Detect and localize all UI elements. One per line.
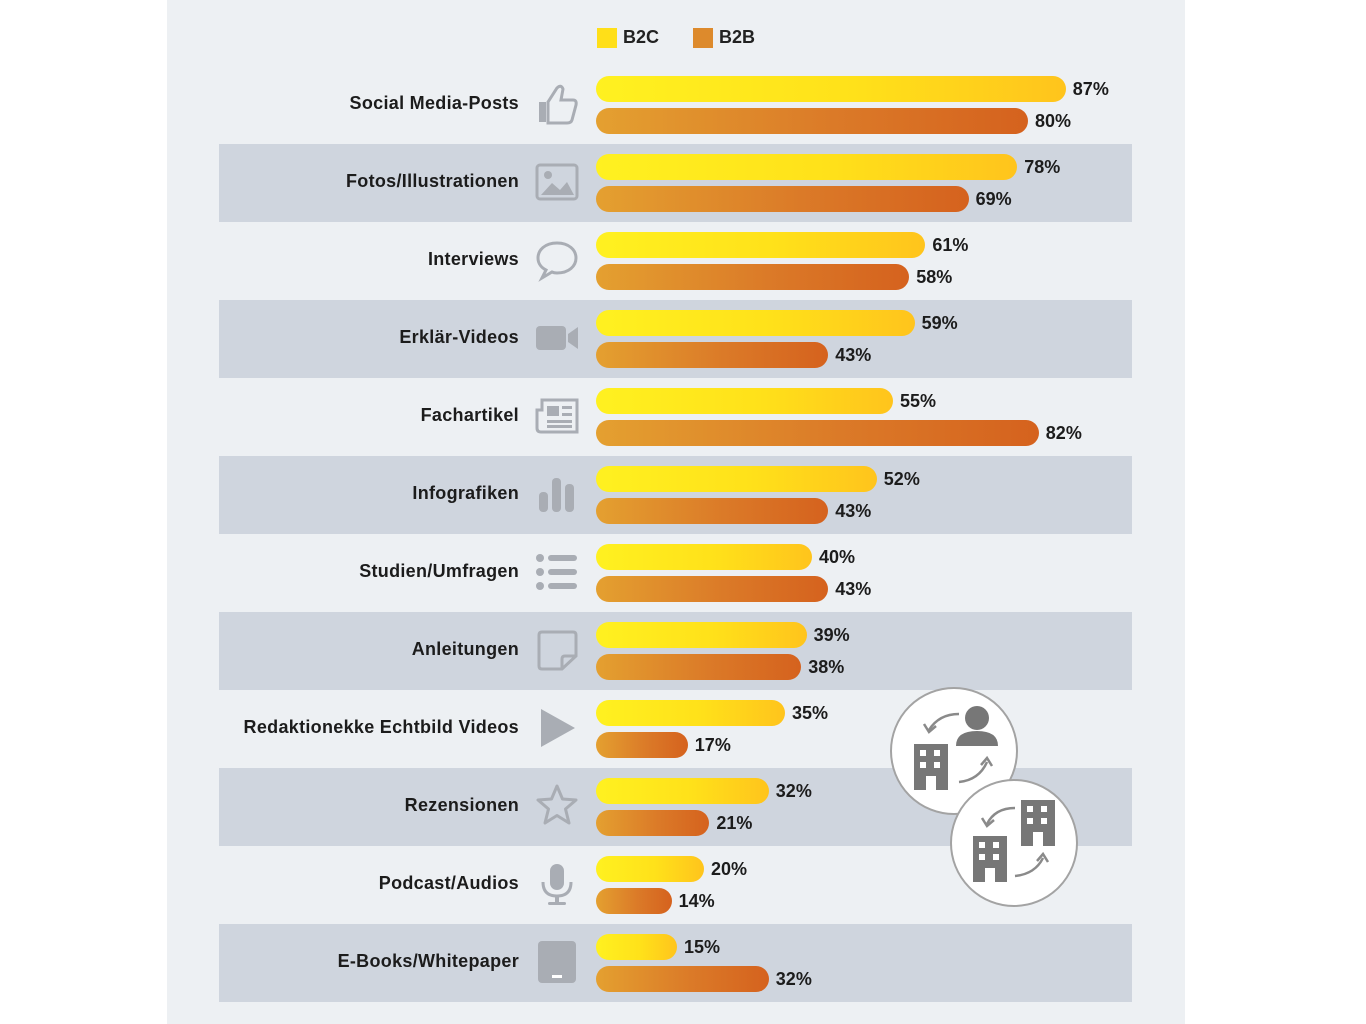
value-label-b2b: 21% xyxy=(716,813,753,833)
category-label: Fotos/Illustrationen xyxy=(345,171,519,191)
value-label-b2c: 15% xyxy=(684,937,721,957)
bar-b2c xyxy=(596,154,1018,180)
category-label: Interviews xyxy=(427,249,519,269)
value-label-b2b: 80% xyxy=(1035,111,1072,131)
value-label-b2b: 58% xyxy=(916,267,953,287)
value-label-b2c: 61% xyxy=(932,235,969,255)
legend-swatch-b2c xyxy=(597,27,617,48)
value-label-b2b: 17% xyxy=(694,735,731,755)
bar-chart-icon xyxy=(533,470,581,518)
bar-b2c xyxy=(596,76,1066,102)
value-label-b2c: 55% xyxy=(900,391,937,411)
speech-bubble-icon xyxy=(533,236,581,284)
bar-b2b xyxy=(596,108,1028,134)
list-icon xyxy=(533,548,581,596)
category-label: E-Books/Whitepaper xyxy=(337,951,519,971)
bar-b2c xyxy=(596,778,769,804)
category-label: Erklär-Videos xyxy=(399,327,519,347)
value-label-b2c: 40% xyxy=(819,547,856,567)
bar-b2c xyxy=(596,310,915,336)
value-label-b2b: 43% xyxy=(835,501,872,521)
value-label-b2b: 43% xyxy=(835,345,872,365)
value-label-b2b: 69% xyxy=(975,189,1012,209)
category-label: Rezensionen xyxy=(404,795,519,815)
category-label: Infografiken xyxy=(412,483,519,503)
value-label-b2c: 78% xyxy=(1024,157,1061,177)
category-label: Social Media-Posts xyxy=(349,93,519,113)
bar-b2b xyxy=(596,654,802,680)
bar-b2b xyxy=(596,810,710,836)
bar-b2c xyxy=(596,466,877,492)
legend-swatch-b2b xyxy=(693,27,713,48)
value-label-b2c: 20% xyxy=(711,859,748,879)
chart-panel: B2C B2B Social Media-Posts 87% 80% Fotos/Il… xyxy=(167,0,1185,1024)
note-icon xyxy=(533,626,581,674)
value-label-b2c: 32% xyxy=(775,781,812,801)
microphone-icon xyxy=(533,860,581,908)
bar-b2b xyxy=(596,576,829,602)
bar-b2c xyxy=(596,388,893,414)
newspaper-icon xyxy=(533,392,581,440)
category-label: Podcast/Audios xyxy=(378,873,519,893)
value-label-b2c: 87% xyxy=(1072,79,1109,99)
bar-b2c xyxy=(596,622,807,648)
play-icon xyxy=(533,704,581,752)
bar-b2c xyxy=(596,700,785,726)
bar-b2b xyxy=(596,732,688,758)
value-label-b2c: 35% xyxy=(792,703,829,723)
value-label-b2b: 14% xyxy=(678,891,715,911)
thumbs-up-icon xyxy=(533,80,581,128)
legend-item-b2b: B2B xyxy=(693,27,755,48)
star-icon xyxy=(533,782,581,830)
b2c-exchange-icon xyxy=(889,686,1019,816)
category-label: Fachartikel xyxy=(420,405,519,425)
legend-item-b2c: B2C xyxy=(597,27,659,48)
value-label-b2b: 38% xyxy=(808,657,845,677)
bar-b2b xyxy=(596,966,769,992)
tablet-icon xyxy=(533,938,581,986)
image-icon xyxy=(533,158,581,206)
value-label-b2b: 32% xyxy=(775,969,812,989)
bar-b2b xyxy=(596,888,672,914)
legend-label-b2c: B2C xyxy=(623,27,660,47)
value-label-b2c: 59% xyxy=(921,313,958,333)
value-label-b2b: 43% xyxy=(835,579,872,599)
category-label: Anleitungen xyxy=(411,639,519,659)
value-label-b2c: 52% xyxy=(883,469,920,489)
bar-b2c xyxy=(596,934,677,960)
bar-b2c xyxy=(596,856,704,882)
category-label: Redaktionekke Echtbild Videos xyxy=(243,717,519,737)
bar-b2b xyxy=(596,186,969,212)
bar-b2b xyxy=(596,342,829,368)
bar-b2b xyxy=(596,264,910,290)
category-label: Studien/Umfragen xyxy=(359,561,519,581)
bar-b2c xyxy=(596,232,926,258)
b2b-exchange-icon xyxy=(949,778,1079,908)
value-label-b2b: 82% xyxy=(1045,423,1082,443)
value-label-b2c: 39% xyxy=(813,625,850,645)
bar-b2b xyxy=(596,498,829,524)
legend-label-b2b: B2B xyxy=(719,27,756,47)
video-camera-icon xyxy=(533,314,581,362)
bar-b2c xyxy=(596,544,812,570)
bar-b2b xyxy=(596,420,1039,446)
